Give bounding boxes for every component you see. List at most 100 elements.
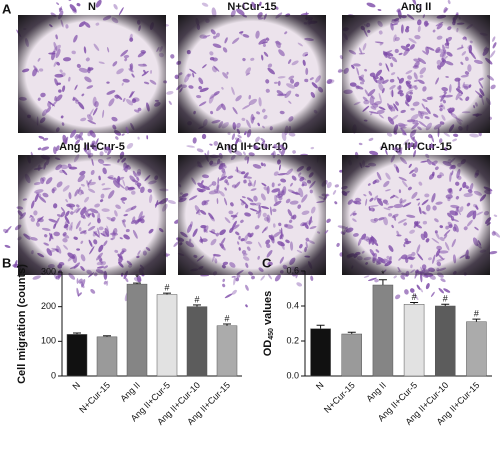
cell bbox=[455, 11, 459, 16]
cell bbox=[69, 4, 77, 12]
cell bbox=[58, 7, 62, 11]
y-axis-label-part: OD bbox=[262, 340, 274, 357]
x-tick-label: Ang II bbox=[118, 380, 142, 404]
cell bbox=[174, 74, 180, 80]
cell bbox=[133, 277, 142, 283]
cell bbox=[231, 289, 237, 295]
significance-mark: * bbox=[135, 272, 139, 282]
cell bbox=[170, 54, 175, 59]
cell bbox=[124, 277, 129, 283]
cell bbox=[227, 143, 233, 153]
cell bbox=[443, 6, 448, 14]
cell bbox=[412, 136, 415, 140]
y-tick-label: 300 bbox=[41, 266, 56, 276]
cell bbox=[245, 284, 249, 291]
cell bbox=[260, 137, 266, 142]
cell bbox=[4, 225, 12, 234]
cell bbox=[41, 146, 50, 151]
cell bbox=[92, 142, 95, 149]
cell bbox=[90, 288, 96, 294]
bar bbox=[403, 304, 425, 377]
cell bbox=[367, 277, 377, 282]
cell bbox=[469, 133, 480, 138]
cell bbox=[72, 8, 77, 14]
cell bbox=[443, 132, 451, 137]
cell bbox=[236, 8, 245, 16]
cell bbox=[443, 147, 448, 151]
cell bbox=[146, 135, 149, 140]
significance-mark: * bbox=[381, 269, 385, 279]
cell bbox=[418, 3, 422, 9]
significance-mark: # bbox=[164, 283, 169, 293]
vignette bbox=[342, 15, 490, 133]
cell bbox=[222, 283, 226, 288]
cell bbox=[192, 137, 197, 144]
cell bbox=[32, 275, 41, 280]
cell bbox=[260, 275, 265, 281]
cell bbox=[83, 147, 89, 155]
cell bbox=[38, 135, 45, 139]
cell bbox=[62, 138, 66, 143]
cell bbox=[379, 146, 384, 150]
cell bbox=[366, 2, 376, 8]
cell bbox=[90, 143, 98, 151]
cell bbox=[103, 280, 107, 285]
y-tick-label: 0.2 bbox=[286, 335, 299, 345]
cell bbox=[106, 280, 109, 286]
x-tick-label: N+Cur-15 bbox=[322, 380, 357, 415]
cell bbox=[107, 148, 112, 156]
cell bbox=[245, 304, 248, 308]
cell bbox=[201, 133, 207, 140]
y-tick-label: 0.0 bbox=[286, 370, 299, 380]
cell bbox=[281, 132, 287, 141]
bar bbox=[66, 334, 88, 377]
cell bbox=[222, 278, 226, 283]
cell bbox=[453, 133, 459, 137]
cell bbox=[69, 129, 77, 138]
cell bbox=[438, 287, 445, 294]
cell bbox=[244, 131, 247, 136]
bar bbox=[341, 333, 362, 377]
y-axis-label: Cell migration (counts) bbox=[16, 264, 28, 384]
cell bbox=[358, 142, 363, 146]
cell bbox=[489, 50, 496, 58]
cell bbox=[430, 291, 435, 297]
bar bbox=[186, 306, 208, 377]
cell bbox=[95, 138, 99, 145]
cell bbox=[493, 214, 498, 217]
cell bbox=[368, 137, 374, 142]
cell bbox=[336, 242, 340, 247]
x-tick-label: N+Cur-15 bbox=[77, 380, 112, 415]
vignette bbox=[342, 155, 490, 275]
cell bbox=[231, 133, 236, 141]
cell bbox=[324, 229, 329, 234]
x-tick-label: N bbox=[70, 380, 82, 392]
cell bbox=[227, 148, 232, 155]
cell bbox=[273, 144, 277, 149]
cell bbox=[395, 294, 401, 300]
cell bbox=[76, 278, 79, 285]
cell bbox=[363, 275, 370, 278]
cell bbox=[235, 277, 239, 282]
cell bbox=[334, 184, 339, 188]
cell bbox=[492, 36, 496, 42]
cell bbox=[275, 6, 279, 10]
cell bbox=[452, 138, 457, 142]
bar bbox=[310, 328, 331, 377]
cell bbox=[78, 278, 83, 284]
cell bbox=[81, 278, 86, 288]
cell bbox=[374, 279, 379, 283]
cell bbox=[118, 7, 124, 16]
significance-mark: # bbox=[474, 309, 479, 319]
y-tick-label: 0 bbox=[51, 370, 56, 380]
cell bbox=[274, 274, 281, 282]
cell bbox=[64, 136, 69, 144]
cell bbox=[137, 136, 140, 140]
cell bbox=[242, 2, 246, 10]
cell bbox=[209, 143, 213, 146]
cell bbox=[399, 147, 403, 153]
cell bbox=[337, 68, 343, 74]
bar bbox=[466, 321, 487, 377]
bar bbox=[435, 305, 456, 377]
cell bbox=[237, 134, 242, 139]
